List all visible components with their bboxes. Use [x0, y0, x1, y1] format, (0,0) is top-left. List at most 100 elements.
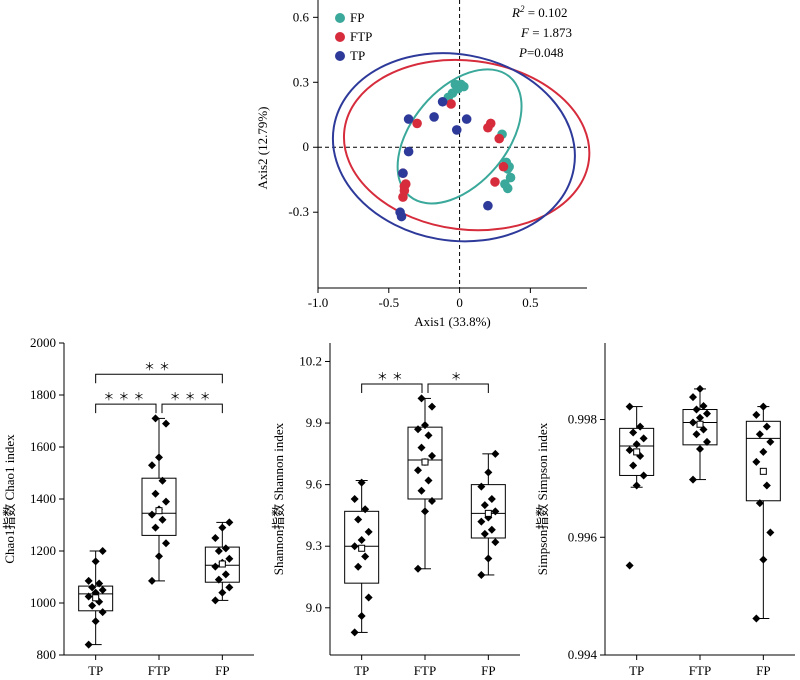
point-tp: [403, 146, 414, 157]
data-point: [766, 528, 775, 537]
chao1-x-tick-label: FTP: [148, 663, 170, 675]
data-point: [639, 471, 648, 480]
data-point: [155, 552, 163, 561]
point-tp: [429, 112, 439, 122]
chao1-y-tick-label: 800: [37, 647, 57, 662]
mean-marker: [696, 420, 704, 428]
data-point: [88, 583, 97, 592]
significance-bracket: [427, 383, 489, 394]
data-point: [158, 515, 167, 524]
data-point: [214, 575, 223, 584]
data-point: [151, 414, 160, 423]
data-point: [417, 394, 426, 403]
simpson-x-tick-label: FP: [756, 663, 770, 675]
data-point: [759, 447, 768, 456]
data-point: [225, 518, 234, 527]
data-point: [424, 476, 433, 485]
data-point: [417, 486, 426, 495]
data-point: [759, 402, 768, 411]
chao1-y-tick-label: 1400: [30, 491, 56, 506]
legend-label-tp: TP: [350, 48, 365, 63]
shannon-y-tick-label: 9.9: [306, 415, 322, 430]
shannon-y-tick-label: 9.0: [306, 600, 322, 615]
data-point: [158, 476, 167, 485]
data-point: [357, 612, 366, 620]
shannon-x-tick-label: TP: [354, 663, 369, 675]
data-point: [357, 536, 366, 545]
simpson-boxplot: 0.994 0.996 0.998 TP FTP FP Simpson指数 Simpson …: [535, 343, 795, 678]
ellipse-ftp: [342, 58, 591, 232]
data-point: [477, 517, 486, 526]
data-point: [211, 562, 220, 571]
data-point: [762, 481, 771, 490]
shannon-x-tick-label: FTP: [414, 663, 436, 675]
data-point: [162, 497, 170, 506]
point-tp: [483, 200, 493, 211]
box-fp: [745, 420, 781, 502]
data-point: [692, 430, 701, 439]
mean-marker: [633, 448, 641, 456]
pcoa-y-tick-label: 0.3: [293, 74, 309, 89]
pcoa-x-axis-title: Axis1 (33.8%): [414, 314, 491, 329]
significance-label: ＊＊＊: [103, 391, 148, 403]
pcoa-y-tick-label: -0.3: [288, 204, 309, 219]
data-point: [487, 525, 496, 534]
point-tp: [437, 96, 448, 107]
data-point: [162, 419, 170, 428]
data-point: [98, 608, 107, 617]
mean-marker: [155, 507, 163, 515]
data-point: [225, 583, 234, 592]
point-ftp: [494, 133, 505, 144]
data-point: [417, 443, 426, 452]
shannon-y-tick-label: 10.2: [299, 353, 322, 368]
data-point: [211, 596, 220, 605]
legend-marker-tp: [335, 51, 345, 61]
significance-bracket: [95, 373, 223, 384]
significance-label: ＊＊: [144, 361, 174, 373]
stat-f: F = 1.873: [520, 25, 572, 40]
simpson-y-tick-label: 0.996: [568, 529, 598, 544]
data-point: [350, 628, 359, 637]
chao1-y-tick-label: 1000: [30, 595, 56, 610]
point-ftp: [446, 99, 456, 109]
data-point: [752, 457, 761, 466]
point-tp: [451, 125, 462, 135]
point-fp: [459, 81, 469, 92]
data-point: [689, 475, 697, 484]
data-point: [84, 576, 93, 585]
data-point: [480, 529, 489, 538]
pcoa-x-tick-label: -1.0: [308, 295, 329, 310]
data-point: [162, 539, 170, 548]
data-point: [484, 468, 493, 477]
point-fp: [500, 179, 510, 189]
pcoa-y-tick-label: 0: [303, 139, 310, 154]
point-fp: [505, 172, 516, 183]
simpson-y-tick-label: 0.994: [568, 647, 598, 662]
pcoa-y-axis-title: Axis2 (12.79%): [255, 106, 270, 189]
data-point: [689, 393, 697, 402]
data-point: [221, 544, 230, 553]
data-point: [491, 449, 500, 458]
data-point: [636, 422, 645, 431]
stat-r2: R2 = 0.102: [511, 4, 568, 20]
mean-marker: [421, 458, 429, 466]
data-point: [414, 564, 422, 573]
significance-label: ＊: [451, 371, 466, 383]
data-point: [487, 495, 496, 503]
data-point: [414, 425, 422, 434]
legend-marker-ftp: [335, 32, 345, 42]
chao1-y-tick-label: 1800: [30, 387, 56, 402]
data-point: [148, 461, 156, 470]
data-point: [696, 444, 704, 453]
simpson-x-tick-label: TP: [629, 663, 644, 675]
mean-marker: [358, 544, 366, 552]
data-point: [625, 446, 634, 455]
data-point: [428, 497, 436, 506]
legend-label-ftp: FTP: [350, 29, 372, 44]
data-point: [752, 410, 761, 419]
data-point: [225, 554, 234, 563]
pcoa-x-tick-label: 0.5: [522, 295, 538, 310]
data-point: [629, 461, 638, 470]
data-point: [625, 561, 634, 570]
data-point: [762, 422, 771, 431]
